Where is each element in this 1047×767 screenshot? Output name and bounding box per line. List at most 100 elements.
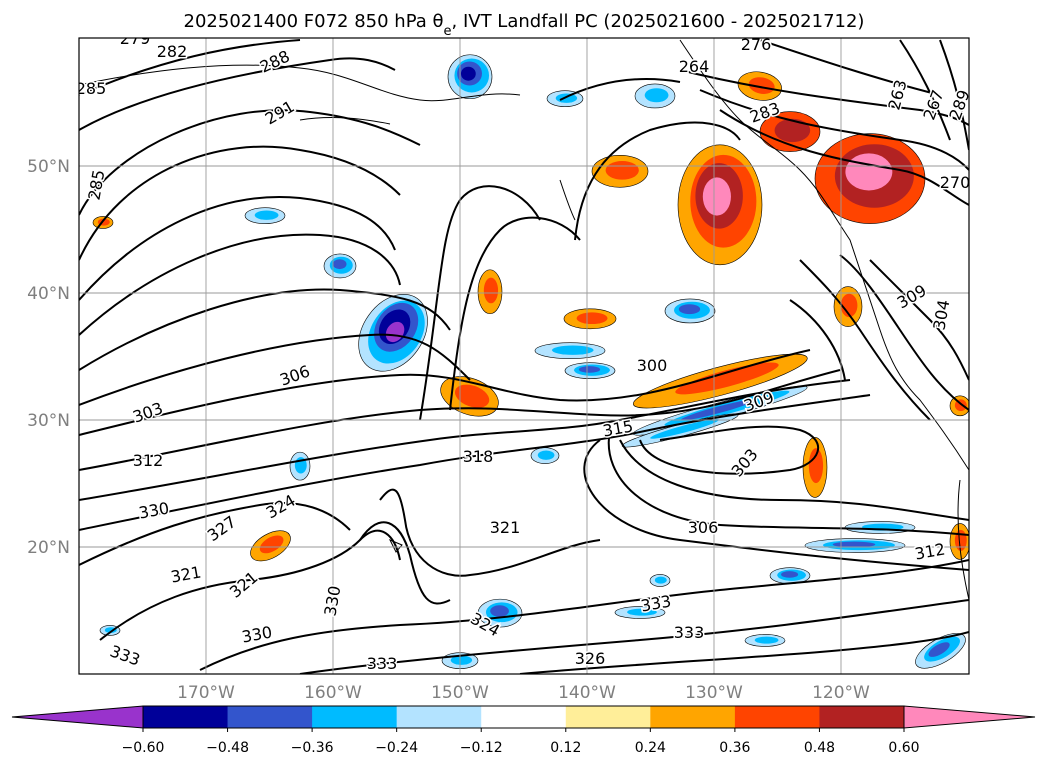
pc-shade-patch xyxy=(650,419,720,439)
contour-line xyxy=(199,559,969,671)
graticule xyxy=(79,38,969,674)
colorbar-segment xyxy=(481,706,567,728)
contour-line xyxy=(79,349,811,436)
contour-line xyxy=(79,394,871,531)
colorbar-tick-label: −0.48 xyxy=(206,740,249,756)
coastline-segment xyxy=(679,39,969,471)
contour-label: 333 xyxy=(367,654,398,673)
colorbar-tick-label: 0.36 xyxy=(719,740,750,756)
contour-line xyxy=(839,254,969,411)
contour-line xyxy=(574,121,741,241)
ivt-pc-shading xyxy=(92,54,969,669)
pc-shade-patch xyxy=(450,655,473,665)
pc-shade-patch xyxy=(840,293,858,318)
lat-tick-label: 50°N xyxy=(27,157,70,177)
lat-tick-label: 40°N xyxy=(27,284,70,304)
pc-shade-patch xyxy=(605,161,639,180)
contour-line xyxy=(519,631,969,674)
coastline xyxy=(79,39,969,601)
lon-tick-label: 140°W xyxy=(558,683,616,703)
colorbar-tick-label: −0.36 xyxy=(291,740,334,756)
contour-line xyxy=(899,39,951,141)
contour-line xyxy=(79,196,396,301)
contour-line xyxy=(583,439,969,571)
pc-shade-patch xyxy=(332,259,347,270)
contour-label: 279 xyxy=(120,29,151,48)
contour-line xyxy=(939,39,969,151)
contour-line xyxy=(79,333,471,406)
pc-shade-patch xyxy=(460,66,476,81)
contour-label: 312 xyxy=(133,451,164,470)
contour-line xyxy=(759,39,941,96)
pc-shade-patch xyxy=(654,576,667,584)
colorbar-tick-label: 0.60 xyxy=(888,740,919,756)
contour-label: 321 xyxy=(490,518,521,537)
contour-label: 326 xyxy=(575,649,606,668)
contour-line xyxy=(799,259,931,421)
contour-line xyxy=(79,109,421,216)
colorbar-frame xyxy=(142,705,905,729)
contour-line xyxy=(869,259,969,381)
contour-line xyxy=(607,429,969,536)
map-frame xyxy=(78,37,970,675)
pc-shade-patch xyxy=(254,210,279,220)
pc-shade-patch xyxy=(748,77,775,94)
pc-shade-patch xyxy=(537,450,555,460)
colorbar-segment xyxy=(312,706,398,728)
contour-line xyxy=(699,89,969,171)
pc-shade-patch xyxy=(576,312,608,325)
pc-shade-patch xyxy=(808,448,824,484)
contour-line xyxy=(379,488,601,577)
contour-label: 315 xyxy=(601,416,634,440)
contour-line xyxy=(619,439,969,521)
pc-shade-patch xyxy=(680,399,756,421)
colorbar-tick-label: −0.12 xyxy=(460,740,503,756)
colorbar-segment xyxy=(819,706,905,728)
contour-line xyxy=(299,599,969,674)
colorbar-segment xyxy=(227,706,313,728)
pc-shade-patch xyxy=(832,541,876,548)
colorbar-segment xyxy=(143,706,229,728)
contour-line xyxy=(79,39,301,96)
chart-title: 2025021400 F072 850 hPa θe, IVT Landfall… xyxy=(184,11,865,39)
contour-label: 306 xyxy=(688,518,719,537)
contour-label: 285 xyxy=(76,79,107,98)
theta-e-contours xyxy=(79,39,969,674)
contour-label: 264 xyxy=(679,57,710,76)
latitude-labels: 50°N 40°N 30°N 20°N xyxy=(27,157,70,558)
contour-line xyxy=(639,425,820,475)
colorbar-tick-label: 0.48 xyxy=(804,740,835,756)
coastline-segment xyxy=(388,539,403,553)
contour-line xyxy=(559,78,681,101)
lat-tick-label: 20°N xyxy=(27,538,70,558)
pc-shade-patch xyxy=(675,362,779,395)
pc-shade-patch xyxy=(774,118,811,143)
contour-line xyxy=(449,216,581,411)
contour-line xyxy=(99,529,401,641)
colorbar-tick-label: −0.24 xyxy=(375,740,418,756)
colorbar-extend-high xyxy=(903,705,1036,729)
lon-tick-label: 170°W xyxy=(177,683,235,703)
lon-tick-label: 150°W xyxy=(431,683,489,703)
contour-label: 318 xyxy=(463,447,494,466)
coastline-segment xyxy=(957,479,969,601)
pc-shade-patch xyxy=(578,366,601,373)
coastline-segment xyxy=(79,64,521,102)
pc-shade-patch xyxy=(644,88,669,103)
contour-line xyxy=(679,69,969,126)
contour-line xyxy=(719,109,969,206)
colorbar-extend-low xyxy=(11,705,144,729)
contour-line xyxy=(79,379,851,501)
pc-shade-patch xyxy=(259,535,284,554)
colorbar-segment xyxy=(396,706,482,728)
colorbar-tick-label: −0.60 xyxy=(122,740,165,756)
pc-shade-patch xyxy=(483,277,499,304)
colorbar-segment xyxy=(650,706,736,728)
pc-shade-patch xyxy=(555,93,578,103)
colorbar: −0.60 −0.48 −0.36 −0.24 −0.12 0.12 0.24 0.36 0.4… xyxy=(11,705,1036,756)
contour-label: 333 xyxy=(674,623,705,642)
lat-tick-label: 30°N xyxy=(27,411,70,431)
longitude-labels: 170°W 160°W 150°W 140°W 130°W 120°W xyxy=(177,683,870,703)
contour-line xyxy=(79,288,451,371)
